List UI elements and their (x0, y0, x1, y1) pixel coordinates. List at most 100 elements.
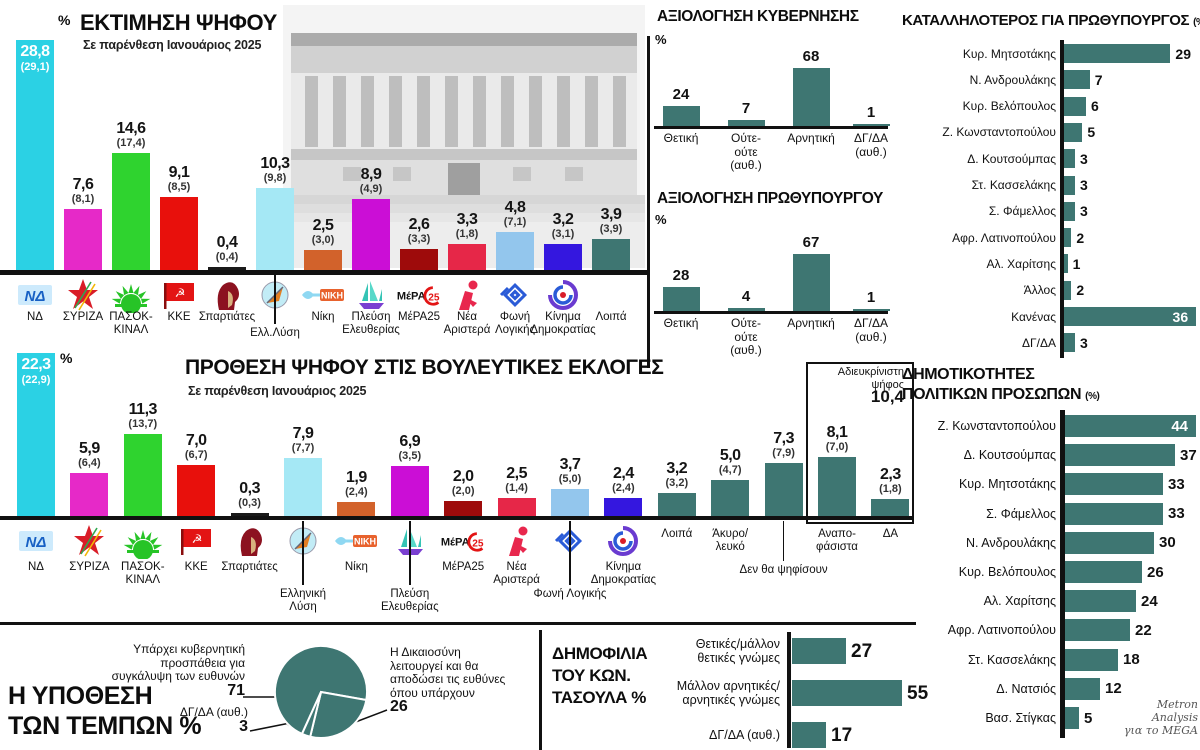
bar-Κίνημα Δημοκρατίας (544, 244, 582, 270)
bar-value: 3,9 (600, 205, 622, 223)
bar-value: 22 (1135, 621, 1152, 639)
bar-Θετική (662, 287, 700, 311)
category-label: Κυρ. Βελόπουλος (962, 99, 1056, 114)
bar-value: 6 (1091, 98, 1099, 115)
svg-text:ΝΙΚΗ: ΝΙΚΗ (321, 291, 343, 301)
bar-previous-value: (3,3) (407, 233, 431, 246)
bar-Πλεύση Ελευθερίας (352, 198, 390, 270)
category-label: Νίκη (344, 561, 368, 573)
svg-text:ΜέΡΑ: ΜέΡΑ (397, 291, 426, 303)
pasok-logo (107, 277, 155, 314)
category-label: Ελληνική Λύση (279, 588, 327, 613)
tempi-callout-dk: ΔΓ/ΔΑ (αυθ.) 3 (148, 705, 248, 734)
bar-Δεν θα ψηφίσουν (764, 462, 803, 516)
bar-Αναποφάσιστα (818, 456, 856, 516)
bar-Αρνητική (792, 254, 830, 311)
category-label: Φωνή Λογικής (533, 588, 607, 600)
best-pm-title: ΚΑΤΑΛΛΗΛΟΤΕΡΟΣ ΓΙΑ ΠΡΩΘΥΠΟΥΡΓΟΣ(%) (902, 12, 1200, 29)
category-label: Κίνημα Δημοκρατίας (530, 311, 596, 336)
bar-value: 1 (1072, 255, 1081, 272)
bar-value: 5 (1084, 709, 1093, 727)
popularity-title-text: ΠΟΛΙΤΙΚΩΝ ΠΡΟΣΩΠΩΝ (902, 386, 1082, 403)
category-label: Κυρ. Βελόπουλος (958, 565, 1056, 579)
svg-text:25: 25 (428, 293, 440, 304)
bar-ΝΔ (17, 353, 55, 516)
bar-value: 28,8 (20, 42, 50, 60)
pm-eval-axis (654, 311, 888, 314)
tasoulas-title-line2: ΤΟΥ ΚΩΝ. (552, 666, 631, 685)
bar-Σπαρτιάτες (230, 512, 269, 516)
popularity-title-line2: ΠΟΛΙΤΙΚΩΝ ΠΡΟΣΩΠΩΝ (%) (902, 386, 1100, 404)
svg-text:ΝΙΚΗ: ΝΙΚΗ (354, 537, 376, 547)
tempi-coverup-line2: προσπάθεια για (160, 655, 245, 670)
category-label: ΝΔ (28, 561, 44, 573)
category-label: Σ. Φάμελλος (988, 204, 1056, 219)
best-pm-axis (1060, 40, 1064, 358)
category-label: Δ. Κουτσούμπας (967, 151, 1056, 166)
category-label: Κίνημα Δημοκρατίας (590, 561, 657, 586)
pie-slice-coverup (274, 645, 368, 736)
category-label: Νέα Αριστερά (443, 311, 491, 336)
category-label: Κυρ. Μητσοτάκης (962, 46, 1056, 61)
category-tick (569, 521, 571, 585)
bar-Ζ. Κωνσταντοπούλου (1064, 122, 1083, 142)
svg-text:☭: ☭ (175, 286, 186, 300)
bar-value: 2,6 (408, 216, 430, 234)
bottom-strip-divider (0, 622, 916, 625)
category-label: Κανένας (1011, 309, 1056, 324)
bar-previous-value: (1,8) (879, 483, 902, 496)
bar-value: 7 (1094, 71, 1103, 88)
popularity-unit: (%) (1085, 391, 1100, 402)
bar-Στ. Κασσελάκης (1064, 648, 1118, 671)
unclear-vote-label-line2: ψήφος (871, 378, 904, 391)
category-label: Άλλος (1023, 283, 1056, 298)
bar-ΝΔ (16, 39, 54, 270)
bar-previous-value: (29,1) (20, 60, 50, 73)
category-label: Νίκη (311, 311, 335, 323)
gov-eval-title: ΑΞΙΟΛΟΓΗΣΗ ΚΥΒΕΡΝΗΣΗΣ (657, 8, 859, 25)
category-label: Θετική (663, 131, 699, 145)
bar-value: 29 (1175, 45, 1191, 62)
category-label: ΔΓ/ΔΑ (αυθ.) (854, 316, 888, 344)
vote-estimation-axis (0, 270, 648, 275)
bar-previous-value: (8,1) (71, 193, 95, 206)
bar-value: 1 (866, 289, 876, 307)
bar-value: 24 (672, 85, 690, 103)
category-label: Σ. Φάμελλος (986, 506, 1056, 521)
attribution: Metron Analysis για το MEGA (1090, 698, 1198, 737)
bar-previous-value: (7,1) (503, 215, 527, 228)
bar-Ν. Ανδρουλάκης (1064, 70, 1090, 90)
attribution-line3: για το MEGA (1123, 724, 1198, 737)
bar-ΔΓ/ΔΑ (αυθ.) (852, 309, 890, 311)
bar-value: 5,9 (79, 439, 100, 457)
bar-previous-value: (6,4) (78, 456, 101, 469)
bar-Κυρ. Μητσοτάκης (1064, 44, 1171, 63)
bar-value: 6,9 (399, 432, 421, 450)
bar-value: 5 (1087, 124, 1096, 141)
bar-value: 37 (1180, 446, 1197, 464)
bar-value: 1 (866, 104, 876, 122)
foni-logikis-logo (546, 523, 594, 559)
bar-value: 3 (1080, 177, 1088, 193)
tempi-dk-label: ΔΓ/ΔΑ (αυθ.) (179, 705, 248, 719)
bar-previous-value: (17,4) (116, 137, 146, 150)
bar-Ζ. Κωνσταντοπούλου (1064, 415, 1196, 437)
spartiates-logo (226, 523, 274, 559)
bar-ΠΑΣΟΚ-ΚΙΝΑΛ (112, 153, 150, 270)
bar-Άλλος (1064, 280, 1072, 300)
category-label: Ούτε-ούτε (αυθ.) (730, 316, 762, 357)
pm-eval-unit: % (655, 212, 667, 227)
bar-value: 3,7 (559, 455, 581, 473)
bar-Νίκη (304, 250, 342, 270)
attribution-line1: Metron (1156, 698, 1198, 711)
bar-value: 44 (1171, 417, 1188, 435)
bar-value: 2,3 (880, 466, 901, 484)
bar-Λοιπά (657, 492, 696, 516)
bar-value: 7,0 (185, 431, 207, 449)
bar-Ελληνική Λύση (284, 458, 322, 516)
category-label: Λοιπά (595, 311, 627, 323)
category-label: ΣΥΡΙΖΑ (69, 561, 110, 573)
bar-value: 2,5 (312, 217, 334, 234)
vote-estimation-subtitle: Σε παρένθεση Ιανουάριος 2025 (83, 38, 262, 52)
